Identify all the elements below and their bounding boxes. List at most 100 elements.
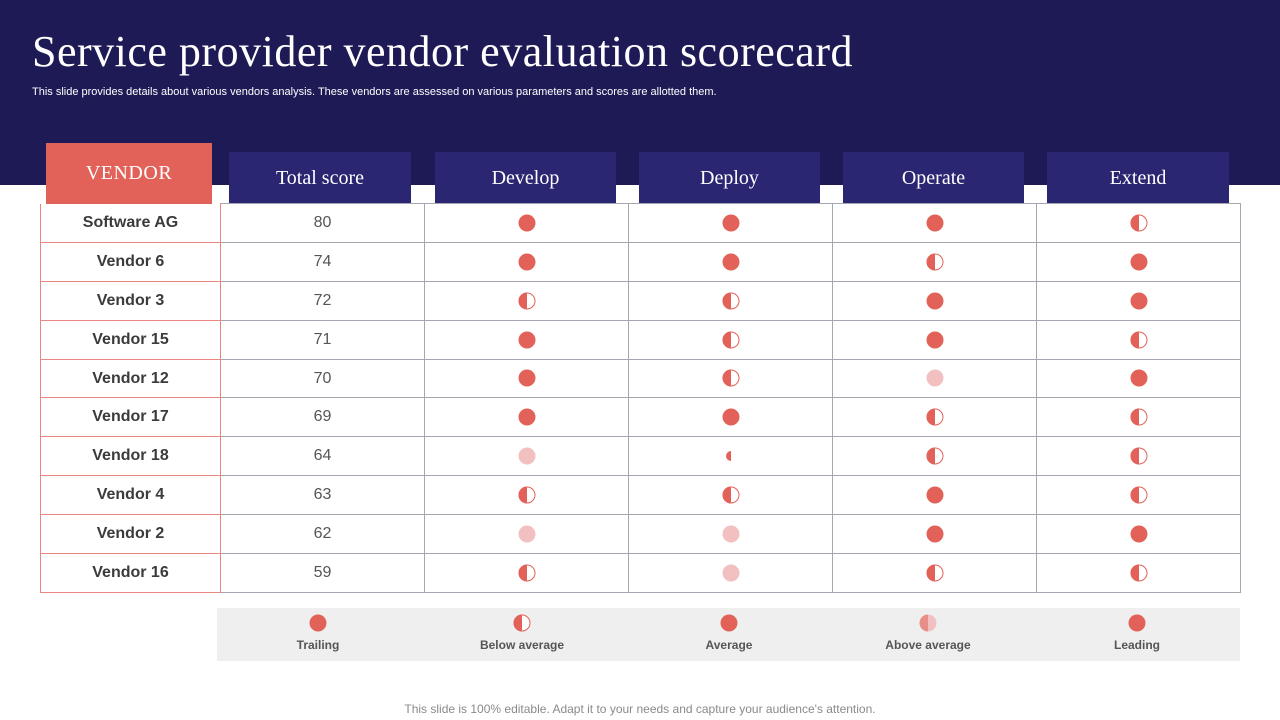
operate-rating-cell	[832, 319, 1037, 360]
rating-dot-icon	[926, 369, 944, 387]
total-score-cell: 62	[220, 514, 425, 555]
deploy-rating-cell	[628, 553, 833, 593]
total-score-cell: 63	[220, 475, 425, 516]
develop-rating-cell	[424, 397, 629, 438]
scorecard-table: Software AG 80 Vendor 6 74 Vendor 3 72 Vendor …	[40, 203, 1241, 593]
operate-rating-cell	[832, 514, 1037, 555]
table-row: Vendor 2 62	[40, 514, 1241, 555]
develop-rating-cell	[424, 553, 629, 593]
rating-dot-icon	[1130, 214, 1148, 232]
legend-item-leading: Leading	[1037, 614, 1237, 652]
rating-dot-icon	[1130, 408, 1148, 426]
extend-rating-cell	[1036, 397, 1241, 438]
rating-dot-icon	[722, 486, 740, 504]
slide-subtitle: This slide provides details about variou…	[32, 86, 717, 98]
total-score-cell: 59	[220, 553, 425, 593]
legend-item-average: Average	[629, 614, 829, 652]
rating-dot-icon	[722, 564, 740, 582]
rating-dot-icon	[722, 292, 740, 310]
rating-dot-icon	[926, 447, 944, 465]
operate-rating-cell	[832, 397, 1037, 438]
vendor-name-cell: Vendor 16	[40, 553, 221, 593]
develop-rating-cell	[424, 280, 629, 321]
rating-dot-icon	[1130, 292, 1148, 310]
rating-dot-icon	[1130, 486, 1148, 504]
vendor-name-cell: Vendor 15	[40, 320, 221, 360]
vendor-name-cell: Vendor 6	[40, 242, 221, 282]
extend-rating-cell	[1036, 436, 1241, 477]
table-row: Vendor 17 69	[40, 397, 1241, 438]
extend-column-header: Extend	[1047, 152, 1229, 204]
table-row: Vendor 18 64	[40, 436, 1241, 477]
deploy-rating-cell	[628, 319, 833, 360]
extend-rating-cell	[1036, 358, 1241, 399]
total-score-cell: 70	[220, 358, 425, 399]
extend-rating-cell	[1036, 319, 1241, 360]
vendor-name-cell: Vendor 3	[40, 281, 221, 321]
table-row: Vendor 6 74	[40, 241, 1241, 282]
extend-rating-cell	[1036, 203, 1241, 243]
legend-label: Average	[705, 638, 753, 652]
rating-dot-icon	[309, 614, 327, 632]
legend-item-above-average: Above average	[828, 614, 1028, 652]
rating-dot-icon	[1128, 614, 1146, 632]
extend-rating-cell	[1036, 514, 1241, 555]
develop-rating-cell	[424, 203, 629, 243]
legend-label: Trailing	[296, 638, 340, 652]
vendor-name-cell: Software AG	[40, 203, 221, 243]
vendor-column-header: VENDOR	[46, 143, 212, 204]
table-row: Software AG 80	[40, 203, 1241, 243]
operate-rating-cell	[832, 203, 1037, 243]
rating-dot-icon	[518, 292, 536, 310]
legend-label: Below average	[479, 638, 565, 652]
extend-rating-cell	[1036, 475, 1241, 516]
legend-item-trailing: Trailing	[218, 614, 418, 652]
develop-rating-cell	[424, 241, 629, 282]
total-score-column-header: Total score	[229, 152, 411, 204]
deploy-rating-cell	[628, 203, 833, 243]
develop-rating-cell	[424, 514, 629, 555]
rating-dot-icon	[518, 525, 536, 543]
operate-column-header: Operate	[843, 152, 1024, 204]
vendor-name-cell: Vendor 2	[40, 514, 221, 555]
deploy-rating-cell	[628, 280, 833, 321]
extend-rating-cell	[1036, 241, 1241, 282]
rating-dot-icon	[1130, 525, 1148, 543]
deploy-rating-cell	[628, 397, 833, 438]
operate-rating-cell	[832, 358, 1037, 399]
rating-dot-icon	[722, 331, 740, 349]
operate-rating-cell	[832, 241, 1037, 282]
rating-dot-icon	[926, 564, 944, 582]
table-row: Vendor 4 63	[40, 475, 1241, 516]
operate-rating-cell	[832, 436, 1037, 477]
deploy-rating-cell	[628, 514, 833, 555]
rating-dot-icon	[1130, 447, 1148, 465]
rating-dot-icon	[1130, 369, 1148, 387]
operate-rating-cell	[832, 280, 1037, 321]
extend-rating-cell	[1036, 280, 1241, 321]
total-score-cell: 71	[220, 319, 425, 360]
rating-dot-icon	[513, 614, 531, 632]
rating-dot-icon	[926, 214, 944, 232]
rating-dot-icon	[722, 525, 740, 543]
vendor-name-cell: Vendor 18	[40, 436, 221, 477]
total-score-cell: 74	[220, 241, 425, 282]
rating-dot-icon	[518, 486, 536, 504]
rating-dot-icon	[926, 253, 944, 271]
develop-rating-cell	[424, 436, 629, 477]
rating-dot-icon	[919, 614, 937, 632]
rating-dot-icon	[1130, 564, 1148, 582]
develop-rating-cell	[424, 358, 629, 399]
rating-dot-icon	[722, 369, 740, 387]
rating-dot-icon	[518, 447, 536, 465]
rating-dot-icon	[518, 408, 536, 426]
develop-rating-cell	[424, 319, 629, 360]
rating-legend: Trailing Below average Average Above ave…	[217, 608, 1240, 661]
rating-dot-icon	[518, 214, 536, 232]
total-score-cell: 80	[220, 203, 425, 243]
table-row: Vendor 12 70	[40, 358, 1241, 399]
deploy-rating-cell	[628, 475, 833, 516]
rating-dot-icon	[722, 214, 740, 232]
rating-dot-icon	[518, 564, 536, 582]
total-score-cell: 72	[220, 280, 425, 321]
